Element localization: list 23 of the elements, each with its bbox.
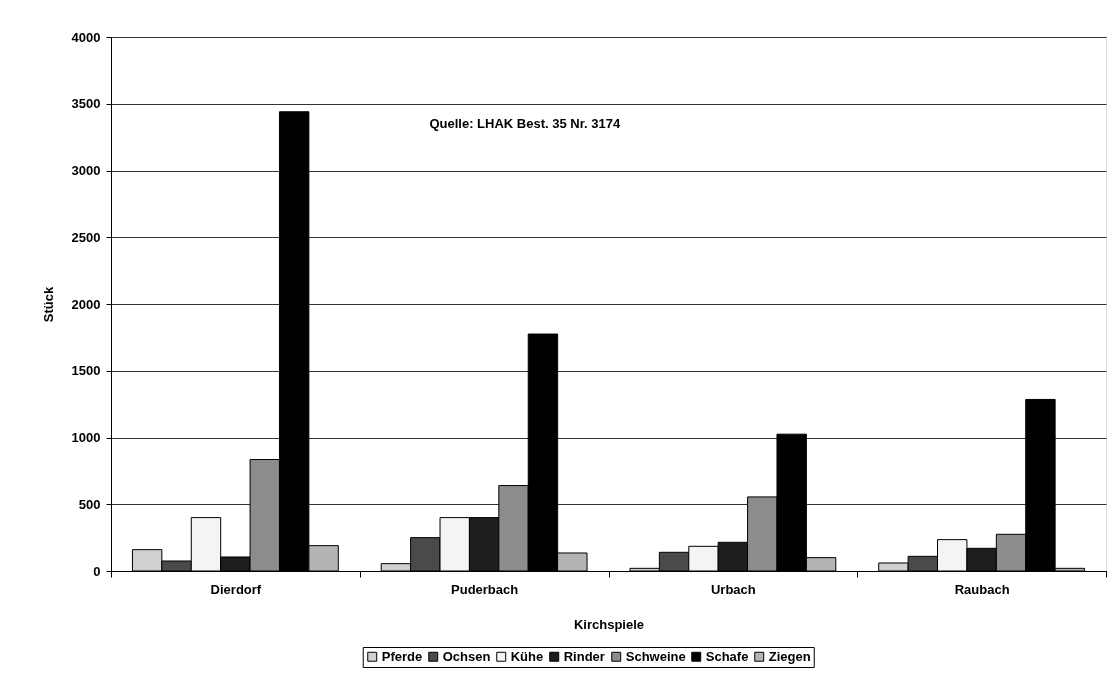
y-axis-title: Stück xyxy=(40,286,56,323)
x-axis-title: Kirchspiele xyxy=(573,616,645,632)
legend-label: Schweine xyxy=(625,648,686,664)
y-tick-label: 4000 xyxy=(71,29,101,45)
y-tick-label: 0 xyxy=(93,563,101,579)
y-tick-label: 3000 xyxy=(71,163,101,178)
legend-label: Ochsen xyxy=(442,648,491,664)
legend-label: Pferde xyxy=(381,648,423,664)
y-tick-label: 3500 xyxy=(71,96,101,112)
x-tick-label: Puderbach xyxy=(451,581,519,597)
legend-label: Schafe xyxy=(705,648,749,664)
y-tick-label: 2000 xyxy=(71,296,101,312)
legend-label: Kühe xyxy=(510,648,544,664)
x-tick-label: Urbach xyxy=(710,581,756,597)
legend-label: Rinder xyxy=(563,648,605,664)
legend-label: Ziegen xyxy=(768,648,811,664)
y-tick-label: 1000 xyxy=(71,430,101,445)
x-tick-label: Dierdorf xyxy=(210,581,262,597)
y-tick-label: 500 xyxy=(78,496,101,512)
annotation: Quelle: LHAK Best. 35 Nr. 3174 xyxy=(429,116,621,132)
x-tick-label: Raubach xyxy=(954,581,1010,597)
y-tick-label: 1500 xyxy=(71,363,101,379)
y-tick-label: 2500 xyxy=(71,229,101,245)
